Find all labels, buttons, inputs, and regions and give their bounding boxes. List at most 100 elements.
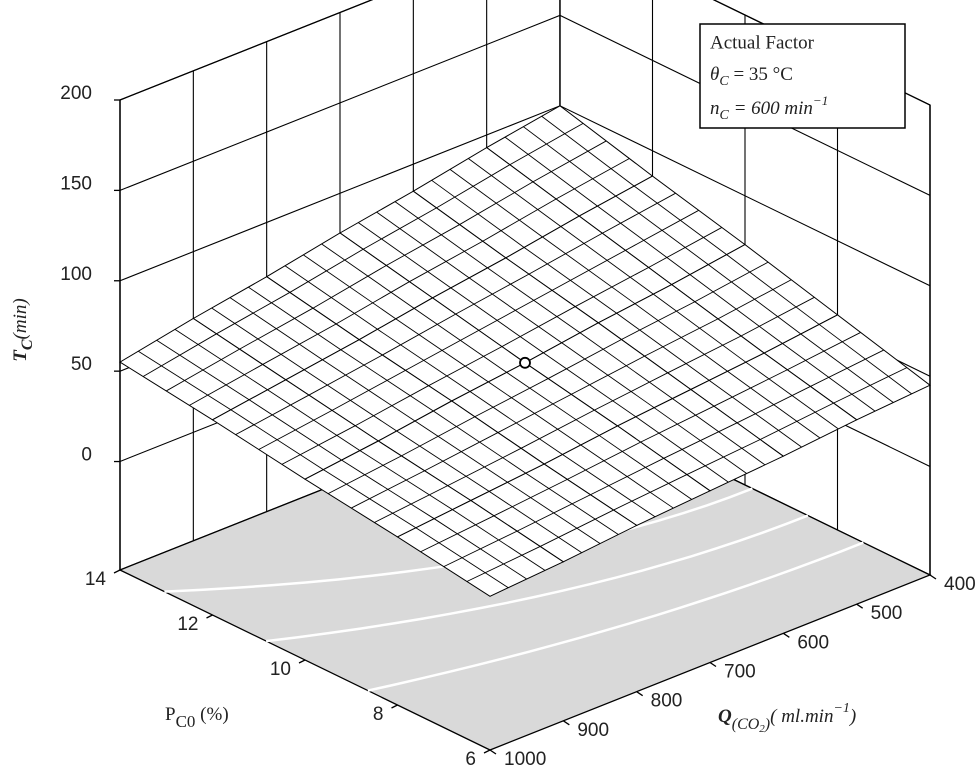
annotation-title: Actual Factor xyxy=(710,32,815,53)
mesh-line xyxy=(474,378,549,418)
tick-mark xyxy=(489,749,497,755)
floor-contour xyxy=(265,514,809,643)
mesh-line xyxy=(433,518,527,580)
mesh-line xyxy=(543,352,637,418)
mesh-line xyxy=(358,222,452,289)
mesh-line xyxy=(504,136,598,207)
mesh-line xyxy=(615,195,709,265)
axis-title-text: −1 xyxy=(833,701,849,716)
tick-mark xyxy=(206,614,213,619)
mesh-line xyxy=(708,264,802,335)
tick-mark xyxy=(929,574,937,580)
annotation-line: nC = 600 min−1 xyxy=(710,93,828,123)
mesh-line xyxy=(420,515,495,553)
mesh-line xyxy=(727,370,821,439)
axis-title-text: 2 xyxy=(759,723,765,735)
mesh-line xyxy=(800,333,894,403)
mesh-line xyxy=(488,381,582,446)
tick-mark xyxy=(562,720,570,726)
annotation-box xyxy=(699,23,906,129)
mesh-line xyxy=(653,407,747,474)
mesh-line xyxy=(488,491,582,554)
mesh-line xyxy=(436,164,511,209)
tick-mark xyxy=(782,632,790,638)
axis-title-text: (CO xyxy=(732,716,760,733)
mesh-line xyxy=(640,405,715,443)
mesh-line xyxy=(561,342,655,409)
x-tick-label: 12 xyxy=(177,614,198,635)
mesh-line xyxy=(621,301,695,340)
x-tick-label: 6 xyxy=(465,749,476,770)
mesh-line xyxy=(308,354,383,396)
mesh-line xyxy=(493,479,568,517)
mesh-line xyxy=(634,303,728,372)
mesh-line xyxy=(469,391,563,455)
mesh-line xyxy=(235,394,310,436)
annotation-text: −1 xyxy=(813,93,828,108)
tick-mark xyxy=(483,749,491,754)
axis-title-text: Q xyxy=(718,706,732,727)
y-tick-label: 700 xyxy=(724,662,756,683)
z-tick-label: 150 xyxy=(60,173,92,194)
mesh-line xyxy=(689,274,783,344)
tick-mark xyxy=(391,704,398,709)
floor-contour xyxy=(367,541,864,692)
mesh-line xyxy=(284,265,378,330)
mesh-line xyxy=(401,416,476,457)
z-tick-label: 200 xyxy=(60,83,92,104)
mesh-line xyxy=(341,459,435,520)
mesh-line xyxy=(713,369,788,407)
annotation-text: θ xyxy=(710,64,719,85)
mesh-line xyxy=(450,287,544,354)
mesh-line xyxy=(449,169,543,238)
y-tick-label: 500 xyxy=(871,603,903,624)
axis-title-text: (min) xyxy=(10,298,31,339)
y-tick-label: 900 xyxy=(577,720,609,741)
z-tick-label: 100 xyxy=(60,264,92,285)
tick-mark xyxy=(113,569,121,574)
z-axis-title: TC(min) xyxy=(10,298,35,361)
axis-title-text: ( ml.min xyxy=(770,706,833,727)
mesh-line xyxy=(376,211,470,279)
surface xyxy=(119,105,931,597)
mesh-line xyxy=(230,409,324,471)
z-tick-label: 50 xyxy=(71,354,92,375)
tick-mark xyxy=(709,661,717,668)
y-tick-label: 800 xyxy=(651,691,683,712)
mesh-line xyxy=(382,313,456,356)
axis-title-text: C0 xyxy=(176,712,196,731)
z-tick-label: 0 xyxy=(81,445,92,466)
mesh-line xyxy=(303,254,397,320)
x-axis-title: PC0 (%) xyxy=(165,704,229,731)
axis-title-text: C xyxy=(19,339,36,350)
mesh-line xyxy=(303,369,397,432)
mesh-line xyxy=(616,312,710,381)
axis-title-text: T xyxy=(10,349,31,362)
tick-mark xyxy=(856,603,864,609)
mesh-line xyxy=(395,318,489,383)
mesh-line xyxy=(431,179,525,248)
mesh-line xyxy=(547,339,622,379)
mesh-line xyxy=(142,333,217,377)
mesh-line xyxy=(322,359,416,422)
mesh-line xyxy=(580,444,674,509)
axis-title-text: ) xyxy=(849,706,856,727)
mesh-line xyxy=(289,248,364,293)
mesh-line xyxy=(528,232,603,275)
mesh-line xyxy=(377,328,471,392)
labels: 0 50 100 150 200 400 500 600 700 800 900 1000 6 8 10 12… xyxy=(60,83,975,770)
mesh-line xyxy=(216,292,291,335)
mesh-line xyxy=(523,126,617,197)
mesh-line xyxy=(415,527,509,589)
tick-mark xyxy=(636,691,644,697)
axis-title-text: (%) xyxy=(195,704,228,725)
mesh-line xyxy=(414,420,508,483)
mesh-line xyxy=(507,481,601,544)
mesh-line xyxy=(708,380,802,448)
mesh-line xyxy=(694,261,769,303)
mesh-line xyxy=(567,441,641,480)
mesh-line xyxy=(635,416,729,483)
mesh-line xyxy=(782,343,876,412)
y-tick-label: 600 xyxy=(797,632,829,653)
mesh-line xyxy=(156,339,250,401)
